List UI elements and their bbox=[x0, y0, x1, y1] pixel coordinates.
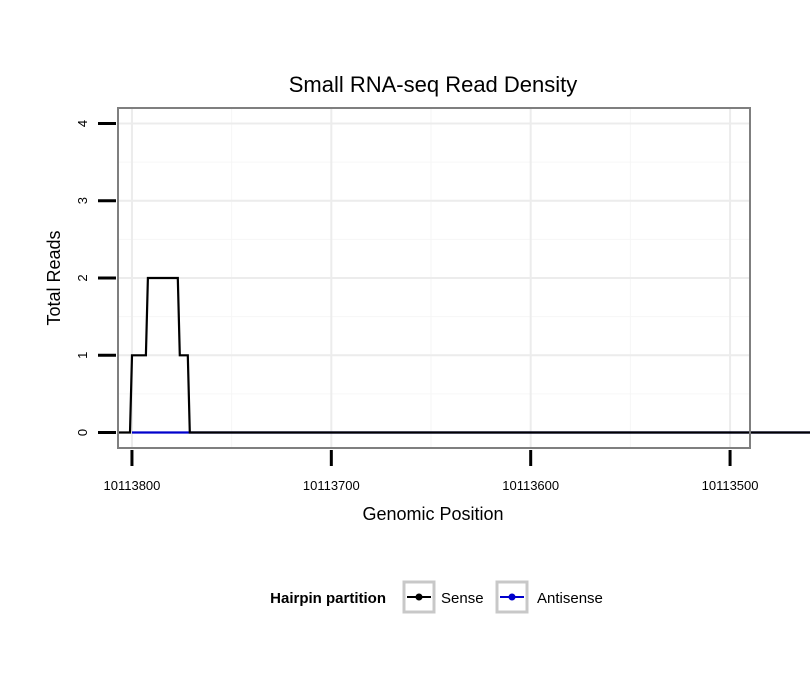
gridlines bbox=[118, 108, 750, 448]
x-tick-label: 10113500 bbox=[702, 478, 759, 493]
x-tick-label: 10113700 bbox=[303, 478, 360, 493]
legend: Hairpin partition Sense Antisense bbox=[270, 580, 603, 614]
legend-item-sense: Sense bbox=[402, 580, 484, 614]
series-lines bbox=[118, 276, 810, 434]
x-axis-title: Genomic Position bbox=[362, 504, 503, 524]
series-line-sense bbox=[118, 276, 810, 434]
plot-panel-border bbox=[117, 107, 751, 449]
chart-title: Small RNA-seq Read Density bbox=[289, 72, 578, 97]
legend-item-antisense: Antisense bbox=[495, 580, 603, 614]
legend-label-antisense: Antisense bbox=[537, 590, 603, 607]
x-tick-label: 10113800 bbox=[104, 478, 161, 493]
legend-dot-sense bbox=[415, 593, 423, 601]
y-tick-label: 4 bbox=[75, 120, 90, 127]
y-tick-label: 1 bbox=[75, 352, 90, 359]
legend-title: Hairpin partition bbox=[270, 590, 386, 607]
y-tick-label: 3 bbox=[75, 197, 90, 204]
y-tick-label: 2 bbox=[75, 274, 90, 281]
x-axis: 10113800 10113700 10113600 10113500 bbox=[104, 450, 759, 493]
legend-label-sense: Sense bbox=[441, 590, 484, 607]
legend-dot-antisense bbox=[508, 593, 516, 601]
y-axis-title: Total Reads bbox=[44, 230, 64, 325]
y-axis: 0 1 2 3 4 bbox=[75, 120, 116, 436]
y-tick-label: 0 bbox=[75, 429, 90, 436]
x-tick-label: 10113600 bbox=[502, 478, 559, 493]
